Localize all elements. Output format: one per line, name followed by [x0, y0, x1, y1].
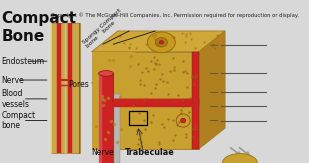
Ellipse shape [99, 71, 113, 76]
Polygon shape [91, 52, 199, 149]
Text: Endosteum: Endosteum [2, 57, 45, 66]
Polygon shape [91, 52, 135, 149]
Ellipse shape [180, 118, 186, 123]
FancyArrowPatch shape [239, 148, 249, 156]
Polygon shape [113, 99, 199, 106]
Text: Pores: Pores [68, 80, 89, 89]
Polygon shape [51, 22, 80, 153]
Polygon shape [114, 94, 121, 163]
Polygon shape [192, 52, 199, 149]
Bar [129, 111, 146, 125]
Text: Blood
vessels: Blood vessels [2, 89, 30, 109]
Polygon shape [91, 31, 225, 52]
Text: Trabeculae: Trabeculae [125, 148, 175, 157]
Ellipse shape [147, 32, 175, 53]
Text: Spongy Compact
bone    bone: Spongy Compact bone bone [82, 7, 126, 49]
Polygon shape [99, 73, 113, 163]
Ellipse shape [159, 41, 163, 44]
Text: Nerve: Nerve [91, 148, 114, 157]
Ellipse shape [155, 38, 167, 47]
Text: Nerve: Nerve [2, 75, 24, 85]
Text: Compact
bone: Compact bone [2, 111, 36, 130]
Text: Compact
Bone: Compact Bone [2, 11, 77, 44]
FancyArrowPatch shape [231, 148, 241, 156]
Ellipse shape [222, 154, 257, 163]
Text: Copyright © The McGraw-Hill Companies, Inc. Permission required for reproduction: Copyright © The McGraw-Hill Companies, I… [50, 12, 298, 18]
Polygon shape [199, 31, 225, 149]
